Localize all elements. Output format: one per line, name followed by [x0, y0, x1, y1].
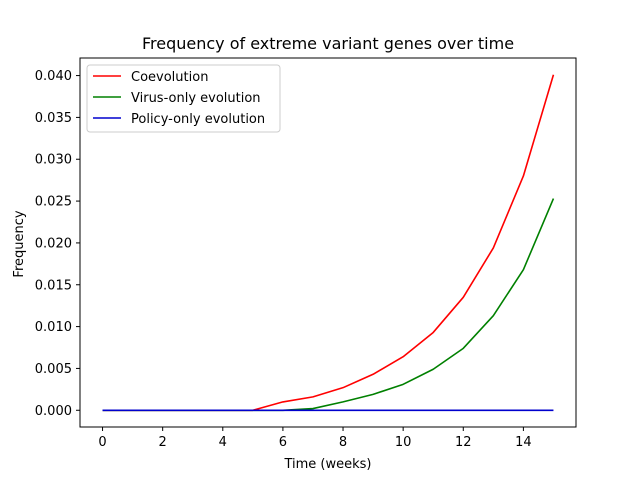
x-tick-label: 10: [395, 435, 412, 450]
x-axis-label: Time (weeks): [283, 457, 371, 472]
y-tick-label: 0.020: [35, 236, 72, 251]
y-tick-label: 0.025: [35, 195, 72, 210]
chart-title: Frequency of extreme variant genes over …: [142, 34, 514, 53]
y-tick-label: 0.030: [35, 153, 72, 168]
legend-box: [86, 64, 281, 133]
legend-label-2: Policy-only evolution: [131, 112, 265, 127]
legend-label-1: Virus-only evolution: [131, 91, 261, 106]
legend-label-0: Coevolution: [131, 70, 208, 85]
x-tick-label: 4: [219, 435, 227, 450]
x-tick-label: 6: [279, 435, 287, 450]
y-tick-label: 0.000: [35, 404, 72, 419]
x-axis: 0 2 4 6 8 10 12 14: [98, 427, 532, 450]
y-tick-label: 0.035: [35, 111, 72, 126]
y-tick-label: 0.005: [35, 362, 72, 377]
x-tick-label: 0: [98, 435, 106, 450]
x-tick-label: 2: [159, 435, 167, 450]
x-tick-label: 14: [515, 435, 532, 450]
y-axis-label: Frequency: [12, 210, 27, 277]
y-tick-label: 0.010: [35, 320, 72, 335]
legend: Coevolution Virus-only evolution Policy-on…: [86, 64, 281, 133]
x-tick-label: 8: [339, 435, 347, 450]
x-tick-label: 12: [455, 435, 472, 450]
y-axis: 0.000 0.005 0.010 0.015 0.020 0.025 0.030 0.035…: [35, 69, 80, 419]
y-tick-label: 0.040: [35, 69, 72, 84]
y-tick-label: 0.015: [35, 278, 72, 293]
